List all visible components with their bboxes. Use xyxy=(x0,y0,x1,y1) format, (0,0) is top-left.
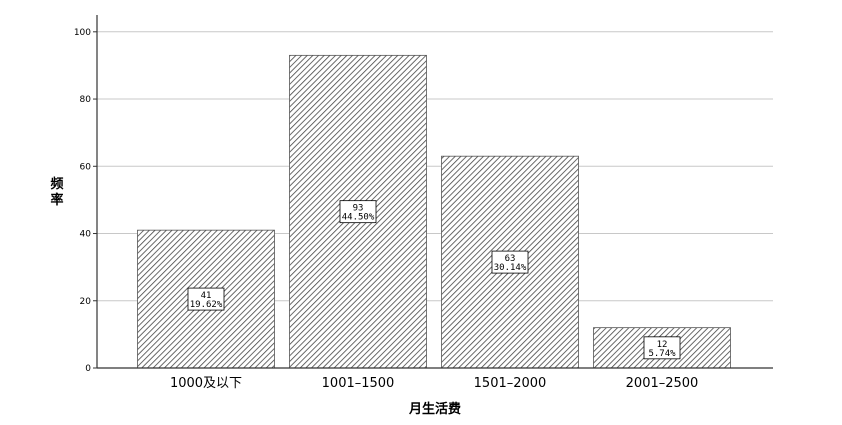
x-ticks: 1000及以下 1001–1500 1501–2000 2001–2500 xyxy=(170,376,698,391)
y-tick-label: 60 xyxy=(80,162,92,172)
x-tick-label: 1501–2000 xyxy=(474,376,547,391)
data-label-percent: 44.50% xyxy=(342,213,375,223)
y-axis-title-char: 率 xyxy=(50,192,63,208)
y-axis-title-char: 频 xyxy=(50,176,63,192)
data-label-percent: 30.14% xyxy=(494,263,527,273)
axes xyxy=(96,15,773,369)
data-label-percent: 19.62% xyxy=(190,300,223,310)
x-tick-label: 2001–2500 xyxy=(626,376,699,391)
data-label: 125.74% xyxy=(643,336,681,360)
data-label-box xyxy=(187,287,225,311)
data-label-count: 63 xyxy=(505,254,516,264)
data-label-box xyxy=(643,336,681,360)
data-label-percent: 5.74% xyxy=(648,349,676,359)
y-tick-label: 20 xyxy=(80,297,92,307)
x-tick-label: 1000及以下 xyxy=(170,376,242,391)
data-label-count: 12 xyxy=(657,340,668,350)
y-ticks: 0 20 40 60 80 100 xyxy=(74,28,97,374)
x-tick-label: 1001–1500 xyxy=(322,376,395,391)
y-tick-label: 80 xyxy=(80,95,92,105)
y-tick-label: 100 xyxy=(74,28,91,38)
data-label-box xyxy=(491,250,529,274)
y-tick-label: 40 xyxy=(80,230,92,240)
data-label-box xyxy=(339,200,377,224)
bars xyxy=(137,54,731,369)
y-axis-title: 频率 xyxy=(50,176,63,208)
y-tick-label: 0 xyxy=(85,364,91,374)
data-label-count: 41 xyxy=(201,291,212,301)
x-axis-title: 月生活费 xyxy=(408,401,461,417)
data-label-count: 93 xyxy=(353,204,364,214)
